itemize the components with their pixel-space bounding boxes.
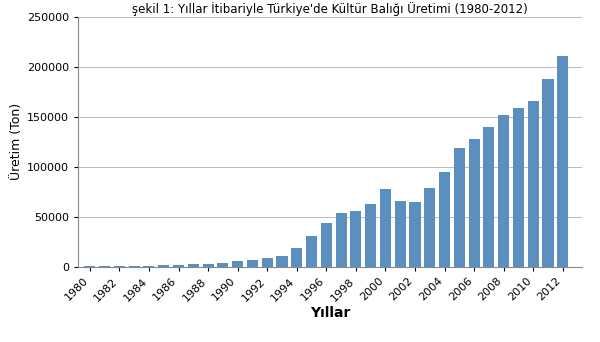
Bar: [424, 188, 436, 267]
Bar: [291, 248, 302, 267]
Bar: [114, 266, 125, 267]
Bar: [527, 101, 539, 267]
Title: şekil 1: Yıllar İtibariyle Türkiye'de Kültür Balığı Üretimi (1980-2012): şekil 1: Yıllar İtibariyle Türkiye'de Kü…: [132, 2, 528, 16]
Bar: [203, 264, 214, 267]
Bar: [513, 108, 524, 267]
Bar: [173, 265, 184, 267]
Bar: [321, 223, 332, 267]
X-axis label: Yıllar: Yıllar: [310, 306, 350, 320]
Bar: [439, 172, 450, 267]
Bar: [498, 115, 509, 267]
Bar: [188, 264, 199, 267]
Bar: [365, 204, 376, 267]
Bar: [262, 258, 273, 267]
Bar: [557, 56, 568, 267]
Bar: [306, 236, 317, 267]
Bar: [217, 263, 229, 267]
Bar: [335, 213, 347, 267]
Y-axis label: Üretim (Ton): Üretim (Ton): [10, 103, 23, 181]
Bar: [409, 202, 421, 267]
Bar: [143, 265, 154, 267]
Bar: [454, 148, 465, 267]
Bar: [350, 211, 361, 267]
Bar: [232, 261, 243, 267]
Bar: [99, 266, 110, 267]
Bar: [380, 189, 391, 267]
Bar: [484, 127, 494, 267]
Bar: [277, 256, 287, 267]
Bar: [542, 79, 554, 267]
Bar: [469, 139, 479, 267]
Bar: [247, 260, 258, 267]
Bar: [158, 265, 169, 267]
Bar: [395, 201, 406, 267]
Bar: [128, 266, 140, 267]
